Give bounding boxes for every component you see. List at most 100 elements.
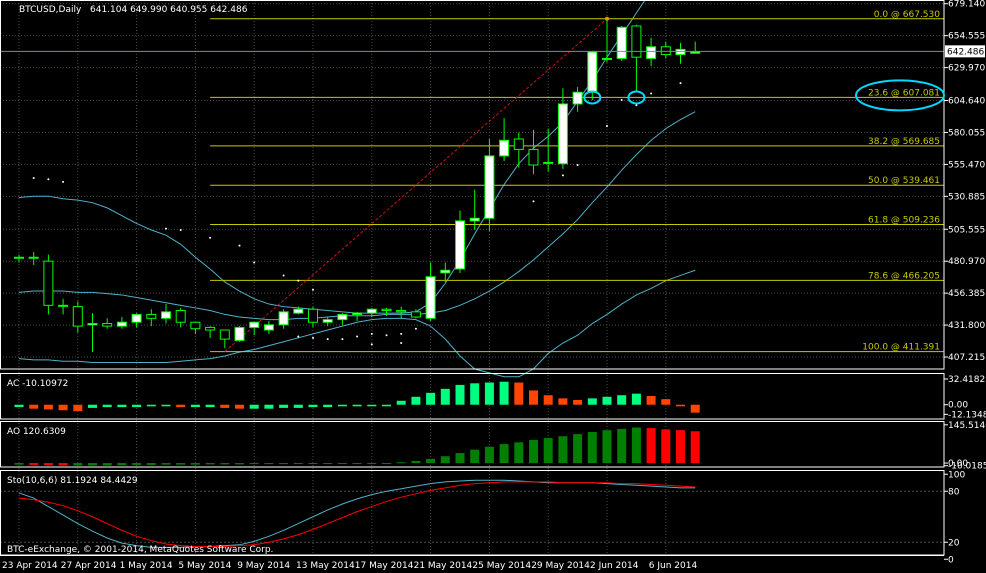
sto-signal-line xyxy=(18,481,696,547)
ac-bar xyxy=(484,382,494,405)
highlight-circle-left xyxy=(583,90,602,105)
x-tick-label: 25 May 2014 xyxy=(472,561,531,571)
candle-body xyxy=(352,312,363,315)
ac-bar xyxy=(587,398,597,405)
ac-bar xyxy=(602,396,612,405)
ac-bar xyxy=(352,404,362,407)
fractal-dot xyxy=(650,92,653,95)
candle-body xyxy=(602,57,612,60)
ao-bar xyxy=(455,453,465,464)
sub-y-tick-label: 0.00 xyxy=(948,401,968,411)
ao-bar xyxy=(558,436,568,464)
candle xyxy=(190,321,201,334)
grid-lines xyxy=(0,0,944,555)
candle xyxy=(557,88,568,169)
ao-bar xyxy=(514,442,524,464)
ao-bar xyxy=(426,458,436,464)
fractal-dot xyxy=(62,180,65,183)
x-tick-label: 21 May 2014 xyxy=(414,561,473,571)
y-tick-label: 555.470 xyxy=(948,160,985,170)
ac-bar xyxy=(58,404,68,411)
candle xyxy=(425,262,436,321)
fractal-dot xyxy=(209,236,212,239)
candle-body xyxy=(616,26,627,59)
ac-bar xyxy=(382,404,391,407)
sto-main-line xyxy=(18,479,696,548)
stochastic-lines xyxy=(0,479,944,548)
x-tick-label: 2 Jun 2014 xyxy=(590,561,639,571)
candle xyxy=(308,306,318,328)
ao-bar xyxy=(220,463,230,465)
sub-y-tick-label: 32.41821 xyxy=(948,375,986,385)
candle-body xyxy=(308,308,318,323)
fractal-dot xyxy=(370,343,373,346)
y-tick-label: 679.140 xyxy=(948,0,985,10)
y-tick-label: 654.555 xyxy=(948,32,985,42)
fractal-dot xyxy=(312,336,314,339)
candle-body xyxy=(131,313,142,323)
candle-body xyxy=(337,313,348,321)
fractal-markers xyxy=(32,82,682,346)
ac-bar xyxy=(323,404,333,408)
ac-bar xyxy=(161,404,171,407)
candle-body xyxy=(190,321,201,330)
sub-y-tick-label: -10.01852 xyxy=(948,462,986,472)
candle-body xyxy=(28,256,39,259)
candle-body xyxy=(396,310,407,313)
fractal-dot xyxy=(282,274,285,277)
ac-bar xyxy=(293,404,303,408)
candle-body xyxy=(455,220,465,270)
ao-bar xyxy=(88,463,97,466)
candle-body xyxy=(263,324,274,331)
ac-bar xyxy=(132,404,142,408)
ao-bar xyxy=(337,463,347,465)
ac-bar xyxy=(29,404,39,409)
candle xyxy=(161,304,171,324)
candle xyxy=(631,24,642,93)
last-price-label: 642.486 xyxy=(947,47,984,57)
sub-y-tick-label: 100 xyxy=(948,470,965,480)
ao-bar xyxy=(470,449,480,464)
x-tick-label: 6 Jun 2014 xyxy=(649,561,698,571)
x-tick-label: 27 Apr 2014 xyxy=(61,561,117,571)
symbol-title: BTCUSD,Daily xyxy=(19,5,82,15)
ao-bar xyxy=(293,463,303,465)
y-tick-label: 629.970 xyxy=(948,64,985,74)
x-tick-label: 23 Apr 2014 xyxy=(2,561,58,571)
fib-level-label: 0.0 @ 667.530 xyxy=(874,10,941,20)
fractal-dot xyxy=(400,332,403,335)
ac-bar xyxy=(470,383,480,405)
x-tick-label: 1 May 2014 xyxy=(120,561,173,571)
candle xyxy=(205,326,216,338)
ao-bar xyxy=(617,428,627,464)
candle xyxy=(410,309,421,319)
candle xyxy=(102,318,113,329)
candle xyxy=(278,309,289,329)
candle xyxy=(602,19,612,63)
candle-body xyxy=(513,138,524,150)
candle-body xyxy=(322,319,333,323)
candle-body xyxy=(557,103,568,165)
candle xyxy=(234,326,245,342)
ao-bar xyxy=(396,462,406,464)
ao-bar xyxy=(205,463,215,465)
fractal-dot xyxy=(370,332,373,335)
fractal-dot xyxy=(635,104,638,107)
bollinger-lower-line xyxy=(18,269,696,378)
ac-bar xyxy=(264,404,274,409)
trendline[interactable] xyxy=(224,16,609,352)
fibonacci-retracement[interactable]: 0.0 @ 667.530 23.6 @ 607.081 38.2 @ 569.68… xyxy=(210,10,944,353)
fractal-dot xyxy=(576,164,579,167)
ao-bar xyxy=(190,463,200,465)
candle xyxy=(293,306,304,315)
y-tick-label: 580.055 xyxy=(948,128,985,138)
ac-bar xyxy=(676,404,685,407)
fractal-dot xyxy=(620,99,623,102)
y-tick-label: 604.640 xyxy=(948,97,985,107)
candle-body xyxy=(440,269,451,274)
candlestick-series xyxy=(14,19,701,353)
sub-y-tick-label: 0 xyxy=(948,555,954,565)
ao-bar xyxy=(440,456,450,464)
